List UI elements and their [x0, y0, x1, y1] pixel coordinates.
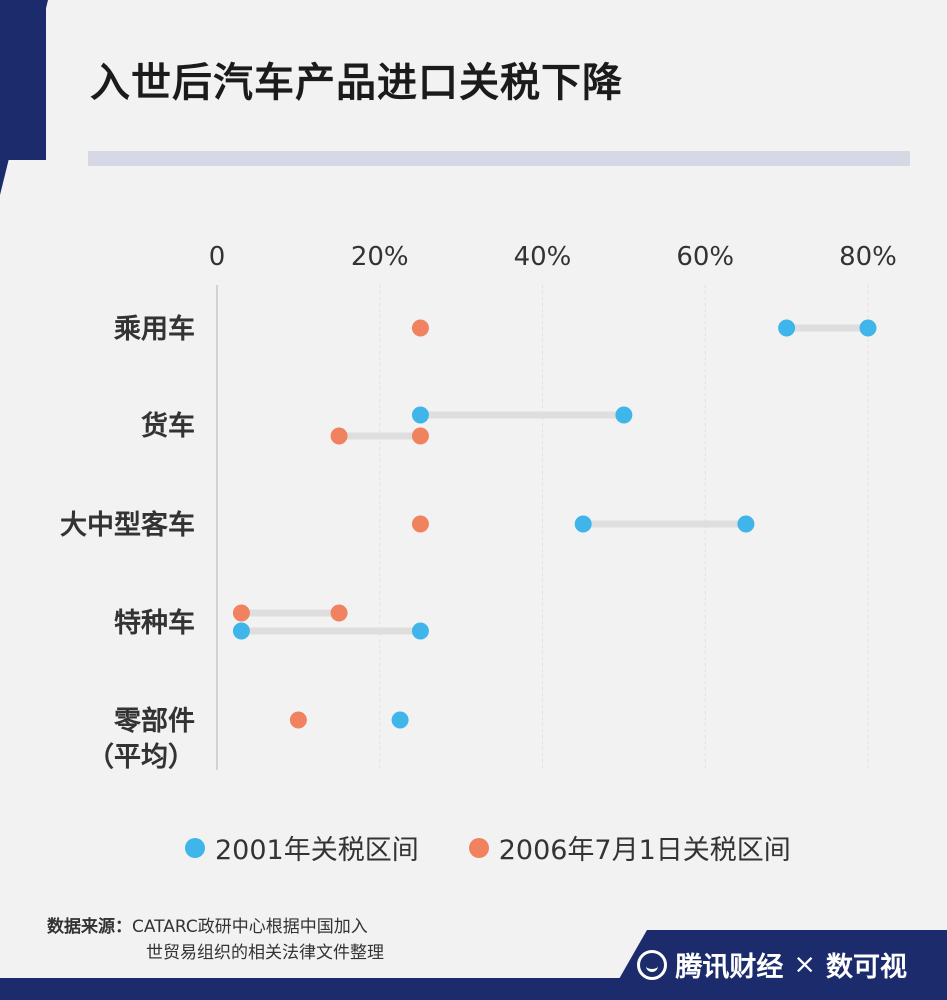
data-point — [330, 427, 348, 445]
legend-item-2001: 2001年关税区间 — [185, 828, 419, 867]
category-label: 乘用车 — [113, 313, 195, 345]
brand-logo: 腾讯财经 × 数可视 — [637, 945, 907, 984]
data-point — [859, 319, 877, 337]
x-tick-label: 60% — [676, 242, 734, 272]
tencent-finance-icon — [637, 949, 668, 980]
title-underline-bar — [88, 151, 910, 166]
data-point — [330, 604, 348, 622]
source-note: 数据来源：CATARC政研中心根据中国加入 世贸易组织的相关法律文件整理 — [47, 914, 384, 966]
data-point — [778, 319, 796, 337]
data-point — [411, 406, 429, 424]
category-label: 大中型客车 — [60, 509, 195, 541]
data-point — [615, 406, 633, 424]
legend-dot-2001 — [185, 837, 205, 858]
legend-dot-2006 — [468, 837, 489, 858]
category-label: 零部件 — [113, 705, 195, 737]
data-point — [411, 622, 429, 640]
x-axis-ticks: 0 20% 40% 60% 80% — [209, 242, 897, 272]
legend: 2001年关税区间 2006年7月1日关税区间 — [185, 828, 841, 867]
data-point — [411, 319, 429, 337]
legend-label-2006: 2006年7月1日关税区间 — [498, 835, 791, 866]
source-line-2: 世贸易组织的相关法律文件整理 — [146, 943, 384, 963]
brand-partner: 数可视 — [826, 952, 907, 983]
legend-label-2001: 2001年关税区间 — [215, 835, 419, 866]
data-point — [391, 711, 409, 729]
x-tick-label: 20% — [351, 242, 409, 272]
brand-name: 腾讯财经 — [675, 952, 784, 983]
data-point — [737, 515, 755, 533]
corner-decoration-tip — [0, 0, 48, 195]
data-point — [411, 427, 429, 445]
category-label: 货车 — [141, 410, 195, 442]
x-tick-label: 80% — [839, 242, 897, 272]
category-label: 特种车 — [114, 607, 195, 639]
data-point — [232, 604, 250, 622]
brand-separator: × — [793, 949, 816, 980]
data-point — [411, 515, 429, 533]
grid-lines — [216, 285, 869, 770]
x-tick-label: 40% — [514, 242, 572, 272]
page-title: 入世后汽车产品进口关税下降 — [90, 60, 623, 106]
data-point — [574, 515, 592, 533]
data-point — [232, 622, 250, 640]
chart-marks — [232, 319, 877, 729]
data-point — [289, 711, 307, 729]
source-label: 数据来源： — [47, 917, 132, 937]
legend-item-2006: 2006年7月1日关税区间 — [468, 828, 791, 867]
category-label: （平均） — [87, 742, 195, 773]
x-tick-label: 0 — [209, 242, 226, 272]
source-line-1: CATARC政研中心根据中国加入 — [132, 917, 368, 937]
